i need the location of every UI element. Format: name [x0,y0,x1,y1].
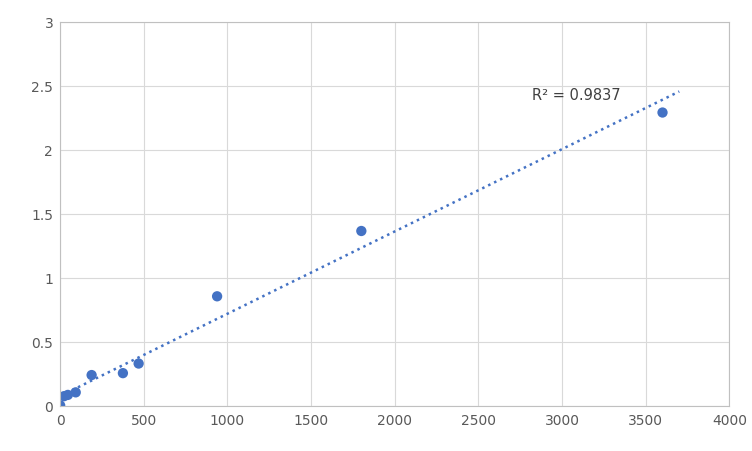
Point [62,391,74,399]
Point [656,110,669,117]
Point [58,393,70,400]
Point [117,370,129,377]
Point [132,360,144,367]
Point [54,402,66,409]
Point [355,228,367,235]
Point [211,293,223,300]
Text: R² = 0.9837: R² = 0.9837 [532,88,620,103]
Point [70,389,82,396]
Point [86,372,98,379]
